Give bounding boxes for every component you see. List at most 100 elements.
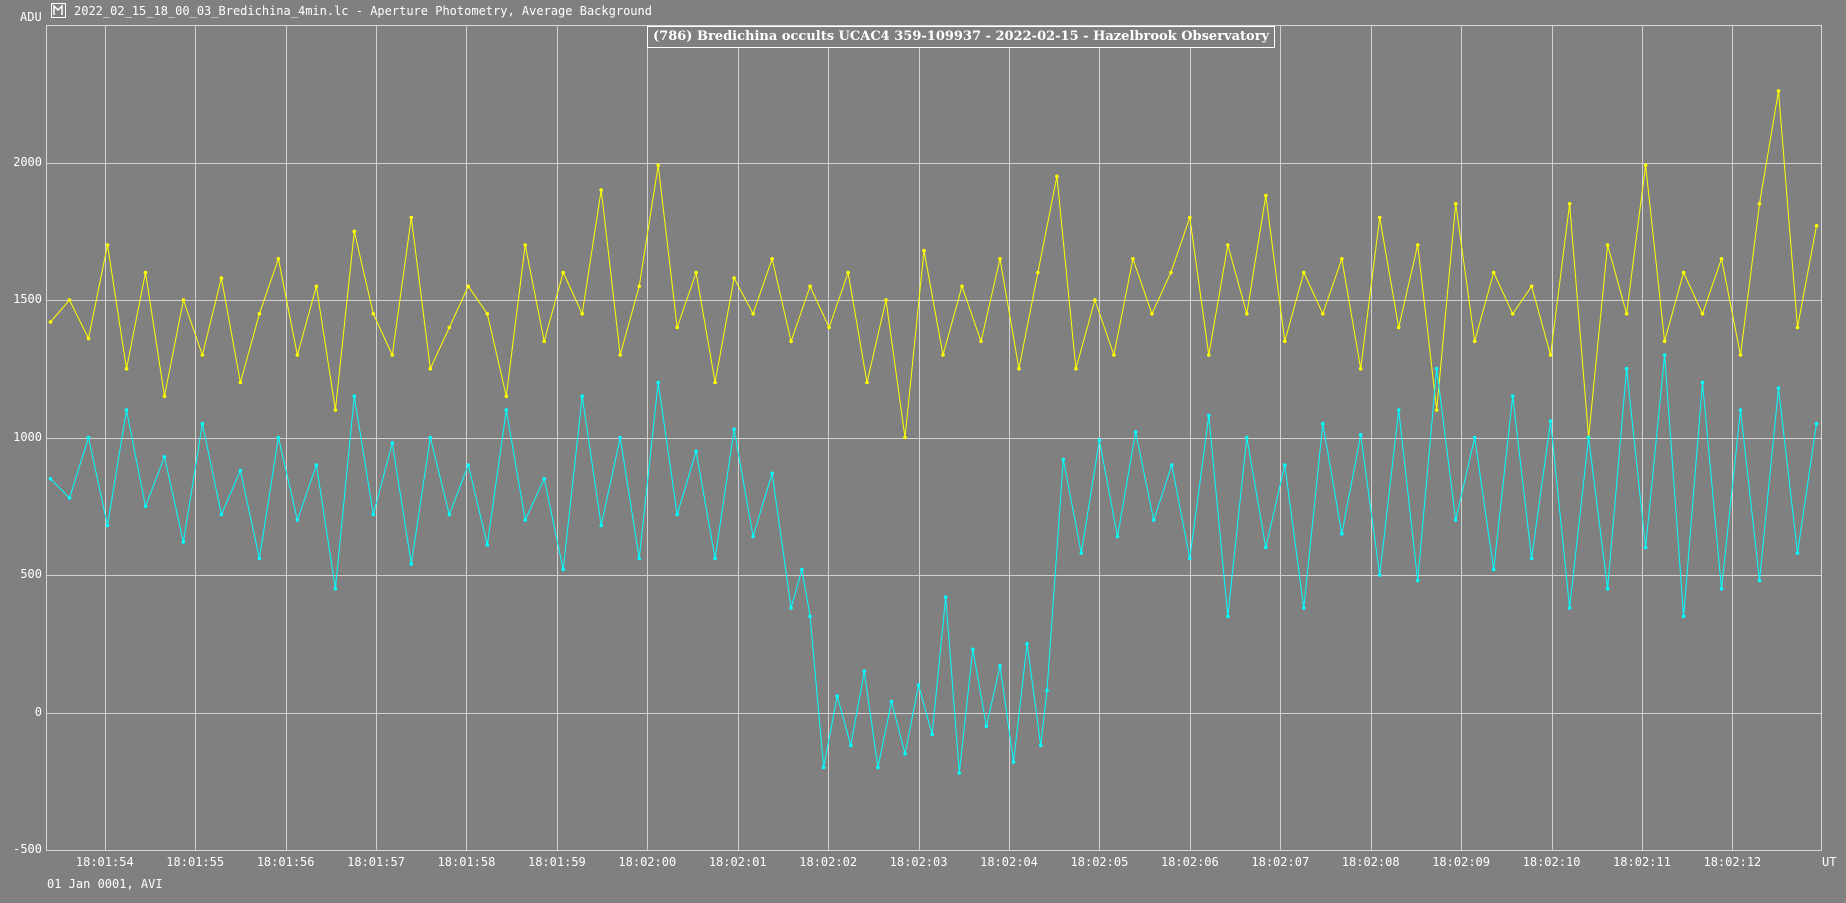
data-point bbox=[86, 336, 91, 341]
data-point bbox=[1188, 556, 1192, 561]
window-titlebar: 2022_02_15_18_00_03_Bredichina_4min.lc -… bbox=[0, 0, 1846, 24]
data-point bbox=[675, 325, 679, 330]
x-tick-label: 18:02:04 bbox=[980, 855, 1038, 869]
data-point bbox=[770, 257, 774, 261]
data-point bbox=[1038, 743, 1043, 748]
data-point bbox=[599, 188, 603, 192]
data-point bbox=[561, 270, 565, 275]
data-point bbox=[1776, 386, 1781, 390]
data-point bbox=[1624, 312, 1629, 316]
app-icon bbox=[51, 3, 66, 18]
data-point bbox=[1188, 215, 1192, 220]
data-point bbox=[124, 408, 129, 412]
y-tick-label: 500 bbox=[20, 567, 42, 581]
data-point bbox=[257, 312, 262, 316]
chart-title: (786) Bredichina occults UCAC4 359-10993… bbox=[647, 26, 1276, 48]
data-point bbox=[371, 512, 376, 517]
data-point bbox=[1567, 606, 1572, 610]
data-point bbox=[124, 366, 129, 371]
x-tick-label: 18:01:55 bbox=[166, 855, 225, 869]
data-point bbox=[162, 394, 167, 399]
data-point bbox=[1097, 438, 1102, 443]
data-point bbox=[694, 449, 698, 454]
data-point bbox=[1115, 534, 1120, 539]
data-point bbox=[1681, 270, 1686, 275]
x-tick-label: 18:02:00 bbox=[618, 855, 677, 869]
data-point bbox=[941, 353, 945, 357]
data-point bbox=[390, 441, 395, 445]
series-line bbox=[50, 354, 1817, 774]
x-tick-label: 18:02:05 bbox=[1070, 855, 1129, 869]
data-point bbox=[1472, 339, 1477, 344]
data-point bbox=[1340, 257, 1344, 261]
data-point bbox=[447, 512, 452, 517]
data-point bbox=[1207, 413, 1211, 418]
data-point bbox=[352, 229, 357, 234]
data-point bbox=[1795, 551, 1800, 555]
data-point bbox=[732, 276, 736, 280]
data-point bbox=[219, 276, 224, 280]
x-tick-label: 18:02:01 bbox=[708, 855, 767, 869]
data-point bbox=[1453, 518, 1458, 522]
data-point bbox=[48, 320, 53, 324]
data-point bbox=[1510, 394, 1515, 399]
data-point bbox=[409, 562, 414, 566]
data-point bbox=[751, 534, 755, 539]
data-point bbox=[1738, 408, 1743, 412]
data-point bbox=[1548, 353, 1553, 357]
data-point bbox=[827, 325, 831, 330]
data-point bbox=[1169, 270, 1173, 275]
data-point bbox=[542, 477, 546, 481]
data-point bbox=[67, 298, 72, 302]
data-point bbox=[979, 339, 983, 344]
data-point bbox=[181, 540, 186, 544]
data-point bbox=[1302, 606, 1306, 610]
data-point bbox=[1757, 578, 1762, 583]
x-tick-label: 18:02:02 bbox=[799, 855, 858, 869]
data-point bbox=[846, 270, 850, 275]
y-axis-label: ADU bbox=[20, 10, 42, 24]
data-point bbox=[1719, 257, 1724, 261]
data-point bbox=[599, 523, 603, 528]
data-point bbox=[1045, 688, 1049, 693]
data-point bbox=[1453, 202, 1458, 206]
data-point bbox=[143, 504, 148, 509]
data-point bbox=[862, 669, 867, 674]
series-line bbox=[50, 90, 1817, 438]
series-1 bbox=[48, 89, 1819, 440]
x-tick-label: 18:02:11 bbox=[1613, 855, 1671, 869]
data-point bbox=[713, 556, 717, 561]
data-point bbox=[352, 394, 357, 399]
data-point bbox=[181, 298, 186, 302]
x-tick-label: 18:01:58 bbox=[437, 855, 496, 869]
data-point bbox=[1011, 760, 1016, 764]
data-point bbox=[1283, 463, 1287, 467]
data-point bbox=[957, 771, 962, 775]
data-point bbox=[656, 380, 660, 385]
data-point bbox=[314, 284, 319, 289]
data-point bbox=[428, 366, 433, 371]
data-point bbox=[1605, 243, 1610, 247]
y-tick-label: -500 bbox=[13, 842, 42, 856]
data-point bbox=[1093, 298, 1097, 302]
data-point bbox=[1700, 312, 1705, 316]
data-point bbox=[1245, 312, 1249, 316]
x-tick-label: 18:02:08 bbox=[1341, 855, 1400, 869]
data-point bbox=[48, 477, 53, 481]
x-tick-label: 18:01:56 bbox=[256, 855, 315, 869]
data-point bbox=[276, 257, 281, 261]
data-point bbox=[1605, 587, 1610, 591]
data-point bbox=[713, 380, 717, 385]
data-point bbox=[943, 595, 948, 599]
data-point bbox=[1548, 419, 1553, 423]
data-point bbox=[1567, 202, 1572, 206]
data-point bbox=[1643, 163, 1648, 168]
data-point bbox=[295, 518, 300, 522]
data-point bbox=[219, 512, 224, 517]
data-point bbox=[1662, 339, 1667, 344]
data-point bbox=[637, 556, 641, 561]
data-point bbox=[1133, 430, 1138, 434]
data-point bbox=[1415, 578, 1420, 583]
data-point bbox=[295, 353, 300, 357]
data-point bbox=[1814, 224, 1819, 228]
